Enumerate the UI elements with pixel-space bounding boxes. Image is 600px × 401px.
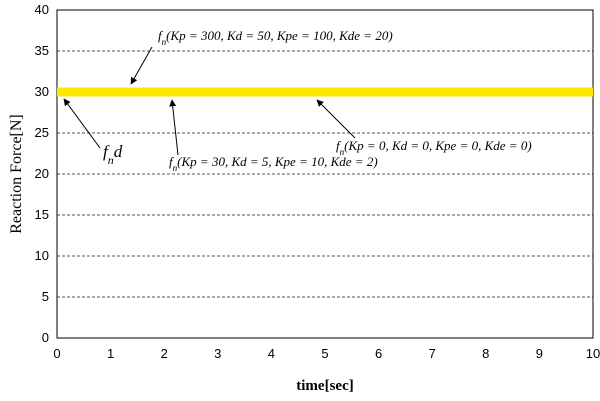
- y-axis-ticks: 0 5 10 15 20 25 30 35 40: [35, 2, 49, 345]
- x-tick-label-5: 5: [321, 346, 328, 361]
- annotations: fn(Kp = 300, Kd = 50, Kpe = 100, Kde = 2…: [63, 28, 532, 173]
- x-axis-label: time[sec]: [296, 378, 353, 394]
- y-tick-label-15: 15: [35, 207, 49, 222]
- plot-area: [56, 9, 594, 339]
- annotation-arrow-3: [169, 99, 179, 156]
- y-tick-label-40: 40: [35, 2, 49, 17]
- y-tick-label-25: 25: [35, 125, 49, 140]
- y-tick-label-5: 5: [42, 289, 49, 304]
- x-tick-label-1: 1: [107, 346, 114, 361]
- y-tick-label-35: 35: [35, 43, 49, 58]
- x-tick-label-8: 8: [482, 346, 489, 361]
- x-tick-label-2: 2: [161, 346, 168, 361]
- y-tick-label-0: 0: [42, 330, 49, 345]
- x-axis-ticks: 0 1 2 3 4 5 6 7 8 9 10: [53, 346, 600, 361]
- annotation-arrow-1: [130, 46, 153, 85]
- x-tick-label-6: 6: [375, 346, 382, 361]
- x-tick-label-10: 10: [586, 346, 600, 361]
- x-tick-label-4: 4: [268, 346, 275, 361]
- x-tick-label-3: 3: [214, 346, 221, 361]
- annotation-label-3: fn(Kp = 30, Kd = 5, Kpe = 10, Kde = 2): [169, 154, 378, 173]
- x-tick-label-7: 7: [429, 346, 436, 361]
- annotation-arrow-2: [63, 98, 101, 149]
- y-axis-label: Reaction Force[N]: [8, 114, 25, 234]
- annotation-label-2: fnd: [103, 142, 123, 167]
- y-tick-label-10: 10: [35, 248, 49, 263]
- annotation-label-4: fn(Kp = 0, Kd = 0, Kpe = 0, Kde = 0): [336, 138, 532, 157]
- annotation-label-1: fn(Kp = 300, Kd = 50, Kpe = 100, Kde = 2…: [158, 28, 393, 47]
- x-tick-label-0: 0: [53, 346, 60, 361]
- y-tick-label-20: 20: [35, 166, 49, 181]
- annotation-arrow-4: [316, 99, 356, 139]
- x-tick-label-9: 9: [536, 346, 543, 361]
- y-tick-label-30: 30: [35, 84, 49, 99]
